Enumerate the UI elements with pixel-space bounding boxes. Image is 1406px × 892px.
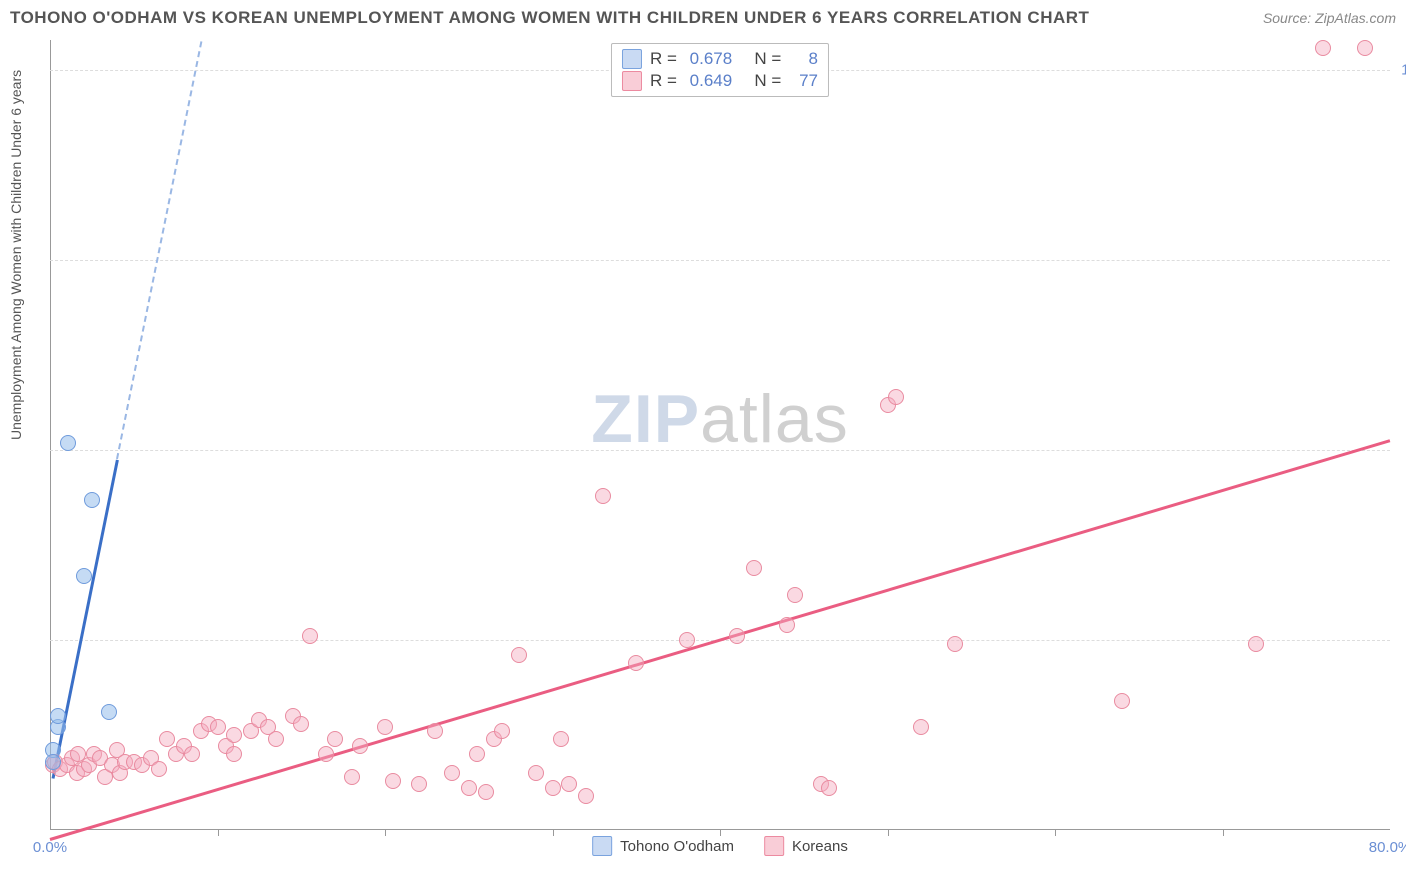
data-point-koreans [528, 765, 544, 781]
r-value-koreans: 0.649 [690, 71, 733, 91]
data-point-koreans [352, 738, 368, 754]
swatch-blue-icon [622, 49, 642, 69]
series-legend: Tohono O'odham Koreans [592, 836, 848, 856]
data-point-koreans [377, 719, 393, 735]
data-point-koreans [226, 727, 242, 743]
swatch-pink-icon [622, 71, 642, 91]
data-point-koreans [427, 723, 443, 739]
data-point-tohono [101, 704, 117, 720]
x-tick [1223, 830, 1224, 836]
data-point-tohono [45, 754, 61, 770]
correlation-legend: R = 0.678 N = 8 R = 0.649 N = 77 [611, 43, 829, 97]
r-value-tohono: 0.678 [690, 49, 733, 69]
data-point-tohono [84, 492, 100, 508]
data-point-koreans [545, 780, 561, 796]
data-point-tohono [76, 568, 92, 584]
watermark: ZIPatlas [591, 380, 848, 458]
data-point-koreans [1357, 40, 1373, 56]
data-point-koreans [159, 731, 175, 747]
x-tick-label: 0.0% [33, 839, 67, 856]
data-point-koreans [888, 389, 904, 405]
n-label: N = [740, 49, 786, 69]
data-point-koreans [628, 655, 644, 671]
watermark-atlas: atlas [700, 381, 849, 457]
x-tick [1055, 830, 1056, 836]
source-name: ZipAtlas.com [1315, 10, 1396, 26]
data-point-koreans [302, 628, 318, 644]
legend-row-tohono: R = 0.678 N = 8 [622, 48, 818, 70]
legend-row-koreans: R = 0.649 N = 77 [622, 70, 818, 92]
legend-item-tohono: Tohono O'odham [592, 836, 734, 856]
data-point-koreans [787, 587, 803, 603]
data-point-koreans [478, 784, 494, 800]
gridline-horizontal [50, 450, 1390, 451]
data-point-koreans [461, 780, 477, 796]
swatch-pink-icon [764, 836, 784, 856]
data-point-koreans [344, 769, 360, 785]
data-point-koreans [729, 628, 745, 644]
source-attribution: Source: ZipAtlas.com [1263, 10, 1396, 26]
data-point-koreans [184, 746, 200, 762]
chart-title: TOHONO O'ODHAM VS KOREAN UNEMPLOYMENT AM… [10, 8, 1089, 28]
data-point-koreans [553, 731, 569, 747]
data-point-koreans [679, 632, 695, 648]
watermark-zip: ZIP [591, 381, 700, 457]
data-point-koreans [469, 746, 485, 762]
data-point-koreans [947, 636, 963, 652]
data-point-koreans [511, 647, 527, 663]
x-tick [888, 830, 889, 836]
data-point-koreans [327, 731, 343, 747]
chart-plot-area: ZIPatlas 25.0%50.0%75.0%100.0%0.0%80.0% … [50, 40, 1390, 830]
data-point-koreans [595, 488, 611, 504]
data-point-koreans [385, 773, 401, 789]
n-value-tohono: 8 [794, 49, 818, 69]
source-prefix: Source: [1263, 10, 1315, 26]
n-value-koreans: 77 [794, 71, 818, 91]
data-point-koreans [1315, 40, 1331, 56]
x-tick [553, 830, 554, 836]
data-point-koreans [746, 560, 762, 576]
data-point-koreans [578, 788, 594, 804]
legend-item-koreans: Koreans [764, 836, 848, 856]
gridline-horizontal [50, 260, 1390, 261]
n-label: N = [740, 71, 786, 91]
legend-label-koreans: Koreans [792, 838, 848, 855]
data-point-koreans [494, 723, 510, 739]
data-point-tohono [50, 708, 66, 724]
data-point-koreans [210, 719, 226, 735]
x-tick [218, 830, 219, 836]
x-tick [385, 830, 386, 836]
data-point-koreans [821, 780, 837, 796]
data-point-koreans [913, 719, 929, 735]
data-point-koreans [268, 731, 284, 747]
data-point-koreans [151, 761, 167, 777]
data-point-koreans [411, 776, 427, 792]
r-label: R = [650, 49, 682, 69]
y-tick-label: 100.0% [1401, 62, 1406, 79]
data-point-koreans [779, 617, 795, 633]
legend-label-tohono: Tohono O'odham [620, 838, 734, 855]
data-point-koreans [226, 746, 242, 762]
data-point-tohono [60, 435, 76, 451]
data-point-koreans [561, 776, 577, 792]
swatch-blue-icon [592, 836, 612, 856]
r-label: R = [650, 71, 682, 91]
data-point-koreans [1114, 693, 1130, 709]
data-point-koreans [1248, 636, 1264, 652]
y-axis-label: Unemployment Among Women with Children U… [8, 70, 24, 440]
data-point-koreans [444, 765, 460, 781]
trend-line-dashed [116, 41, 202, 459]
data-point-koreans [293, 716, 309, 732]
x-tick-label: 80.0% [1369, 839, 1406, 856]
data-point-koreans [318, 746, 334, 762]
